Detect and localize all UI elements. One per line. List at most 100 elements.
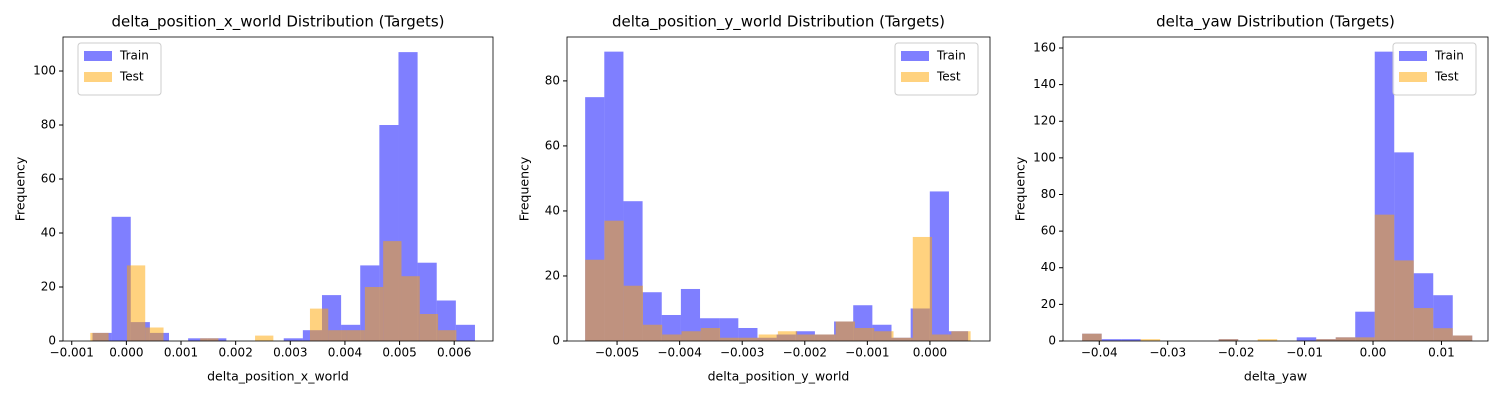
x-tick-label: 0.002 <box>218 346 252 360</box>
histogram-bar <box>912 236 933 341</box>
histogram-bar <box>797 334 817 341</box>
chart-title: delta_position_x_world Distribution (Tar… <box>111 13 444 32</box>
y-tick-label: 0 <box>552 334 560 348</box>
histogram-bar <box>255 335 274 341</box>
chart-title: delta_position_y_world Distribution (Tar… <box>612 13 945 32</box>
y-tick-label: 20 <box>41 280 56 294</box>
histogram-bar <box>419 314 439 341</box>
y-tick-label: 0 <box>1048 334 1056 348</box>
histogram-bar <box>623 285 643 341</box>
x-tick-label: −0.003 <box>720 346 764 360</box>
histogram-bar <box>604 220 624 341</box>
histogram-bar <box>1296 337 1317 341</box>
histogram-bar <box>1257 339 1278 341</box>
histogram-bar <box>126 265 146 341</box>
x-tick-label: −0.004 <box>657 346 701 360</box>
x-tick-label: −0.005 <box>595 346 639 360</box>
histogram-bar <box>346 330 365 341</box>
histogram-bar <box>401 276 420 341</box>
x-axis-label: delta_position_y_world <box>708 369 850 384</box>
legend-label: Train <box>936 49 966 63</box>
x-axis-label: delta_position_x_world <box>207 369 349 384</box>
histogram-bar <box>1121 339 1141 341</box>
legend-label: Test <box>119 70 144 84</box>
histogram-bar <box>1335 337 1356 341</box>
histogram-bar <box>90 332 109 341</box>
axes-frame <box>566 36 991 342</box>
histogram-bar <box>951 331 971 341</box>
y-tick-label: 80 <box>1041 187 1056 201</box>
y-tick-label: 40 <box>41 226 56 240</box>
y-tick-label: 40 <box>1041 260 1056 274</box>
histogram-bar <box>188 338 208 341</box>
histogram-bar <box>1316 339 1336 341</box>
histogram-bar <box>700 327 721 341</box>
histogram-bar <box>455 324 475 341</box>
y-tick-label: 60 <box>1041 224 1056 238</box>
axes-frame <box>62 36 494 342</box>
histogram-bar <box>1394 260 1414 341</box>
histogram-bar <box>642 324 663 341</box>
histogram-bar <box>328 330 347 341</box>
y-tick-label: 0 <box>48 334 56 348</box>
y-tick-label: 80 <box>545 73 560 87</box>
x-tick-label: −0.001 <box>845 346 889 360</box>
histogram-bar <box>1355 311 1375 341</box>
x-tick-label: −0.002 <box>783 346 827 360</box>
x-tick-label: −0.01 <box>1286 346 1323 360</box>
legend-label: Train <box>119 49 149 63</box>
legend-label: Test <box>1434 70 1459 84</box>
histogram-bar <box>680 288 701 341</box>
histogram-bar <box>720 337 740 341</box>
subplot: −0.001 0.000 0.001 0.002 0.003 0.004 0.005 0.00… <box>13 13 494 384</box>
histogram-bar <box>398 52 418 341</box>
histogram-bar <box>1374 214 1395 341</box>
y-tick-label: 20 <box>545 268 560 282</box>
legend-swatch <box>901 72 929 82</box>
x-tick-label: 0.000 <box>109 346 143 360</box>
histogram-bar <box>662 334 682 341</box>
histogram-bar <box>309 308 329 341</box>
legend-swatch <box>901 51 929 61</box>
y-tick-label: 60 <box>41 172 56 186</box>
y-tick-label: 160 <box>1033 40 1056 54</box>
chart-title: delta_yaw Distribution (Targets) <box>1156 13 1395 32</box>
histogram-bar <box>585 259 605 341</box>
histogram-bar <box>893 337 913 341</box>
x-tick-label: 0.003 <box>273 346 307 360</box>
histogram-bar <box>874 331 894 341</box>
histogram-bar <box>1355 337 1375 341</box>
histogram-bar <box>854 327 875 341</box>
histogram-bar <box>681 331 701 341</box>
y-tick-label: 60 <box>545 138 560 152</box>
x-tick-label: 0.004 <box>328 346 362 360</box>
histogram-bar <box>283 338 303 341</box>
x-tick-label: −0.02 <box>1218 346 1255 360</box>
histogram-bar <box>929 191 949 341</box>
x-tick-label: −0.03 <box>1149 346 1186 360</box>
y-tick-label: 100 <box>33 64 56 78</box>
histogram-bar <box>1082 333 1102 341</box>
histogram-bar <box>364 287 384 341</box>
x-axis-label: delta_yaw <box>1244 369 1307 384</box>
y-tick-label: 140 <box>1033 77 1056 91</box>
y-tick-label: 80 <box>41 118 56 132</box>
x-tick-label: 0.006 <box>437 346 471 360</box>
histogram-bar <box>1140 339 1161 341</box>
histogram-bar <box>1413 308 1434 341</box>
histogram-bar <box>145 327 164 341</box>
subplot: −0.04 −0.03 −0.02 −0.01 0.00 0.01 0 20 40 60 80 100… <box>1013 13 1489 384</box>
legend-swatch <box>1399 72 1427 82</box>
y-tick-label: 120 <box>1033 114 1056 128</box>
y-axis-label: Frequency <box>517 156 532 221</box>
legend-swatch <box>84 51 112 61</box>
histogram-bar <box>932 334 952 341</box>
x-tick-label: 0.005 <box>382 346 416 360</box>
histogram-bar <box>1433 328 1453 341</box>
histogram-bar <box>1218 339 1239 341</box>
histogram-bar <box>739 337 759 341</box>
legend-label: Test <box>936 70 961 84</box>
histogram-bar <box>835 321 855 341</box>
y-tick-label: 100 <box>1033 150 1056 164</box>
